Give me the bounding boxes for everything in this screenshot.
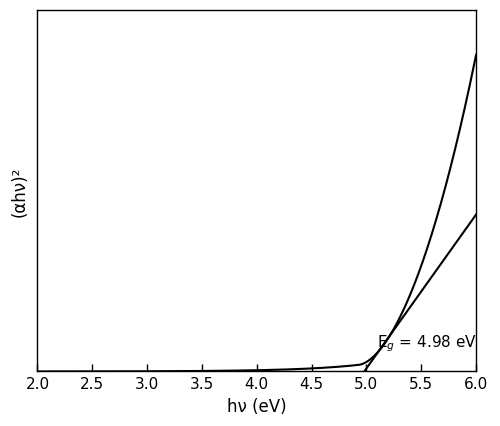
Y-axis label: (αhν)²: (αhν)² [11, 166, 29, 216]
X-axis label: hν (eV): hν (eV) [227, 397, 286, 415]
Text: E$_g$ = 4.98 eV: E$_g$ = 4.98 eV [378, 332, 478, 353]
